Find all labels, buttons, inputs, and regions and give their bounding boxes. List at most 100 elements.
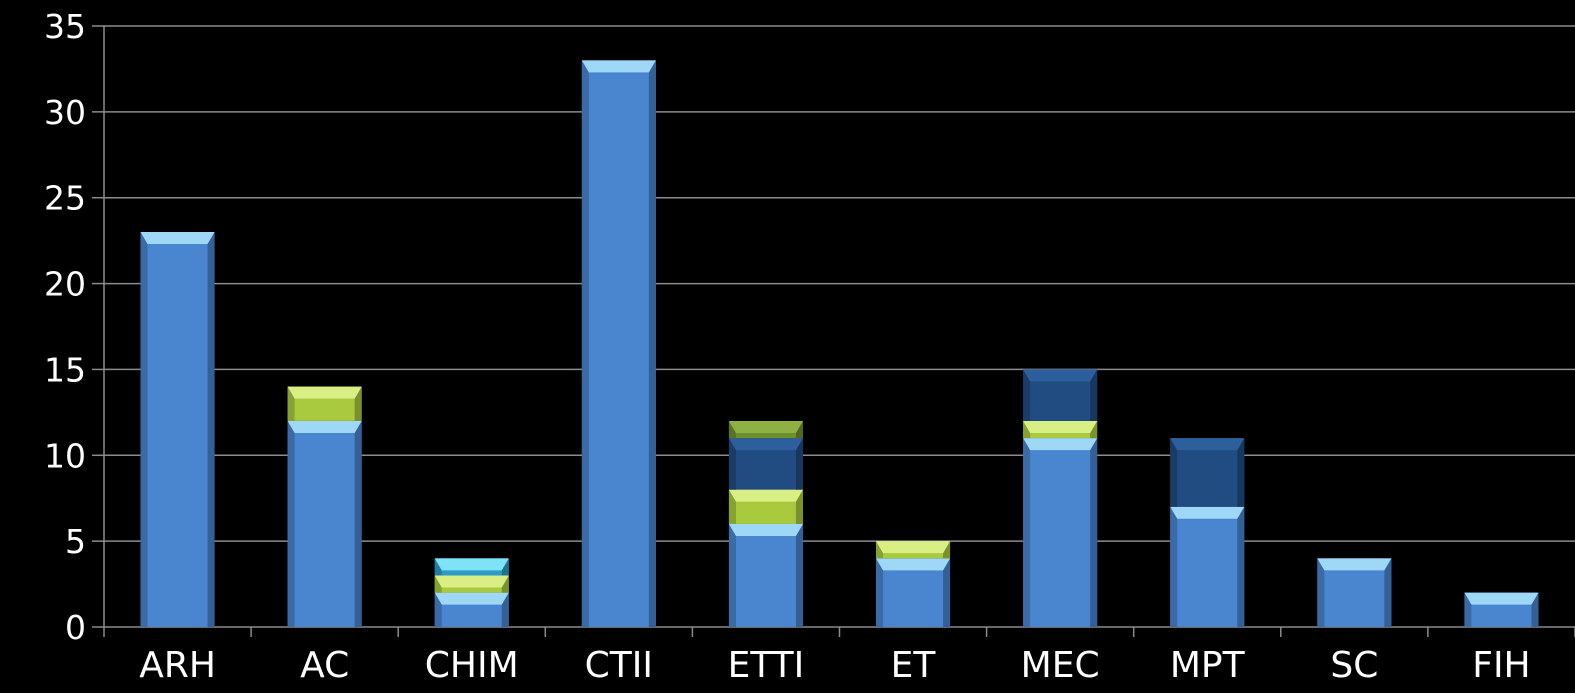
bar-bevel-right (795, 523, 803, 627)
bar-bevel-right (207, 232, 215, 628)
x-category-label: ARH (139, 645, 216, 686)
bar-segment-mec-0 (1023, 438, 1098, 627)
bar-segment-ctii-0 (581, 60, 656, 628)
bar-cap (1170, 506, 1245, 519)
bar-bevel-left (876, 558, 884, 627)
bar-bevel-left (287, 420, 295, 627)
bar-bevel-right (501, 592, 509, 627)
bar-cap (728, 438, 803, 451)
labels: 0 5 10 15 20 25 30 35 ARH AC CHIM CTII ETTI ET MEC MPT S… (44, 7, 1531, 686)
y-tick-label: 20 (44, 265, 86, 304)
bar-bevel-left (140, 232, 148, 628)
bar-segment-et-1 (876, 541, 951, 559)
bar-bevel-left (1170, 438, 1178, 507)
bar-bevel-left (728, 420, 736, 439)
bar-segment-etti-4 (728, 420, 803, 439)
bar-cap (434, 558, 509, 571)
bar-body (1170, 506, 1245, 627)
bar-bevel-right (795, 489, 803, 524)
bar-segment-mec-1 (1023, 420, 1098, 439)
x-category-label: CTII (585, 645, 653, 686)
bar-cap (434, 592, 509, 605)
bar-segment-etti-3 (728, 438, 803, 490)
bar-cap (434, 575, 509, 588)
bar-cap (287, 386, 362, 399)
bar-cap (287, 420, 362, 433)
bar-bevel-right (501, 558, 509, 576)
bar-bevel-left (1023, 420, 1031, 439)
y-tick-label: 25 (44, 179, 86, 218)
bar-bevel-right (354, 420, 362, 627)
bar-cap (728, 523, 803, 536)
bar-segment-etti-0 (728, 523, 803, 627)
bar-cap (728, 489, 803, 502)
bar-bevel-left (728, 438, 736, 490)
bar-cap (1464, 592, 1539, 605)
bar-cap (1170, 438, 1245, 451)
bar-cap (581, 60, 656, 73)
bar-segment-chim-0 (434, 592, 509, 627)
bar-segment-ac-0 (287, 420, 362, 627)
bar-segment-etti-1 (728, 489, 803, 524)
x-category-label: MPT (1170, 645, 1246, 686)
bar-segment-sc-0 (1317, 558, 1392, 627)
x-category-label: MEC (1021, 645, 1100, 686)
bar-bevel-left (434, 558, 442, 576)
x-category-label: ET (891, 645, 937, 686)
bar-bevel-right (795, 420, 803, 439)
bar-bevel-right (795, 438, 803, 490)
bar-segment-chim-1 (434, 575, 509, 593)
bar-bevel-left (876, 541, 884, 559)
x-category-label: ETTI (728, 645, 805, 686)
bar-cap (876, 541, 951, 554)
y-tick-label: 35 (44, 7, 86, 46)
bar-body (728, 523, 803, 627)
bar-bevel-left (1317, 558, 1325, 627)
bar-bevel-right (1090, 369, 1098, 421)
bar-bevel-right (1237, 506, 1245, 627)
bar-bevel-right (648, 60, 656, 628)
bar-bevel-left (1023, 438, 1031, 627)
bar-segment-et-0 (876, 558, 951, 627)
bar-body (1023, 438, 1098, 627)
bars (140, 60, 1539, 628)
bar-segment-chim-2 (434, 558, 509, 576)
y-tick-label: 5 (65, 522, 86, 561)
bar-cap (1317, 558, 1392, 571)
bar-segment-mpt-0 (1170, 506, 1245, 627)
bar-bevel-right (1237, 438, 1245, 507)
bar-segment-mpt-3 (1170, 438, 1245, 507)
bar-bevel-right (943, 541, 951, 559)
bar-cap (1023, 369, 1098, 382)
x-category-label: FIH (1472, 645, 1530, 686)
y-tick-label: 30 (44, 93, 86, 132)
y-tick-label: 10 (44, 436, 86, 475)
bar-bevel-left (434, 592, 442, 627)
bar-bevel-right (1090, 420, 1098, 439)
bar-body (287, 420, 362, 627)
x-category-label: SC (1330, 645, 1378, 686)
bar-bevel-left (728, 489, 736, 524)
bar-bevel-right (501, 575, 509, 593)
bar-bevel-right (1090, 438, 1098, 627)
bar-bevel-left (728, 523, 736, 627)
bar-bevel-right (1531, 592, 1539, 627)
bar-bevel-left (581, 60, 589, 628)
bar-bevel-left (1023, 369, 1031, 421)
bar-bevel-left (1170, 506, 1178, 627)
x-category-label: CHIM (425, 645, 519, 686)
bar-bevel-right (354, 386, 362, 421)
bar-bevel-left (434, 575, 442, 593)
x-category-label: AC (300, 645, 349, 686)
y-tick-label: 15 (44, 350, 86, 389)
bar-segment-ac-1 (287, 386, 362, 421)
bar-bevel-right (1384, 558, 1392, 627)
bar-cap (728, 420, 803, 433)
bar-segment-fih-0 (1464, 592, 1539, 627)
y-tick-label: 0 (65, 608, 86, 647)
bar-body (581, 60, 656, 628)
bar-cap (1023, 420, 1098, 433)
bar-cap (1023, 438, 1098, 451)
